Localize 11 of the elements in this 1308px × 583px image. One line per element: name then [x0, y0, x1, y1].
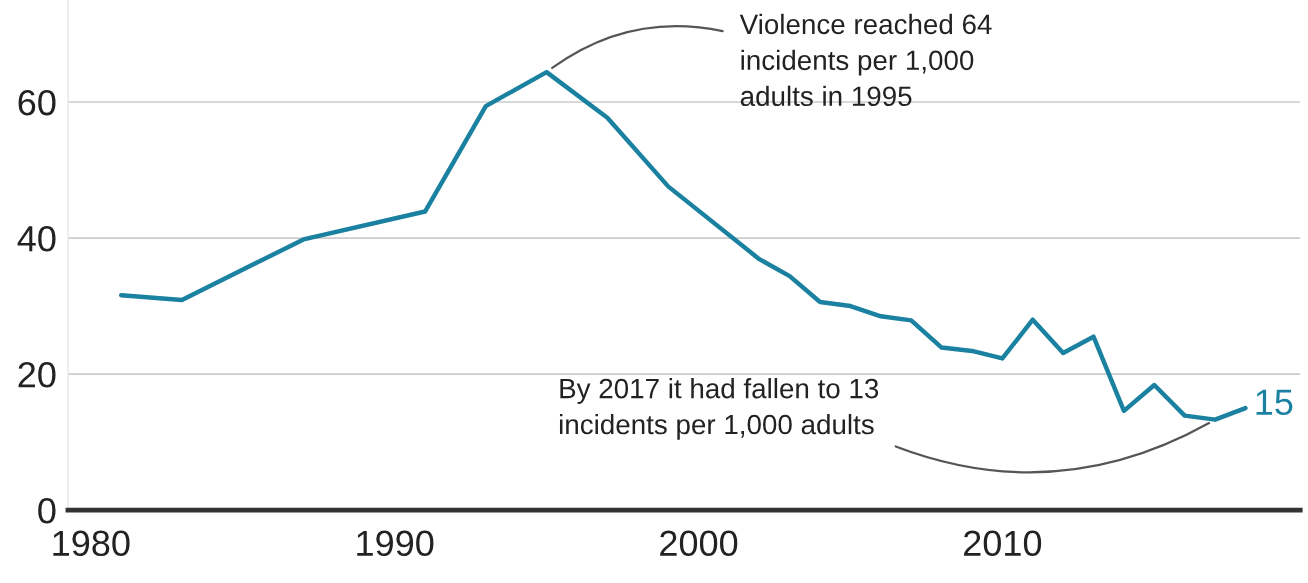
x-tick-label: 2000	[660, 530, 738, 557]
y-tick-label: 40	[17, 225, 56, 252]
x-tick-label: 1980	[53, 530, 130, 557]
annotation: Violence reached 64 incidents per 1,000 adults in 1995	[739, 13, 992, 107]
data-label: 15	[1256, 389, 1293, 416]
y-tick-label: 0	[38, 497, 56, 524]
y-tick-label: 20	[18, 361, 56, 388]
y-tick-label: 60	[18, 89, 56, 116]
x-tick-label: 1990	[357, 530, 434, 557]
annotation: By 2017 it had fallen to 13 incidents per 1,000 adults	[559, 378, 879, 440]
x-tick-label: 2010	[964, 530, 1042, 557]
